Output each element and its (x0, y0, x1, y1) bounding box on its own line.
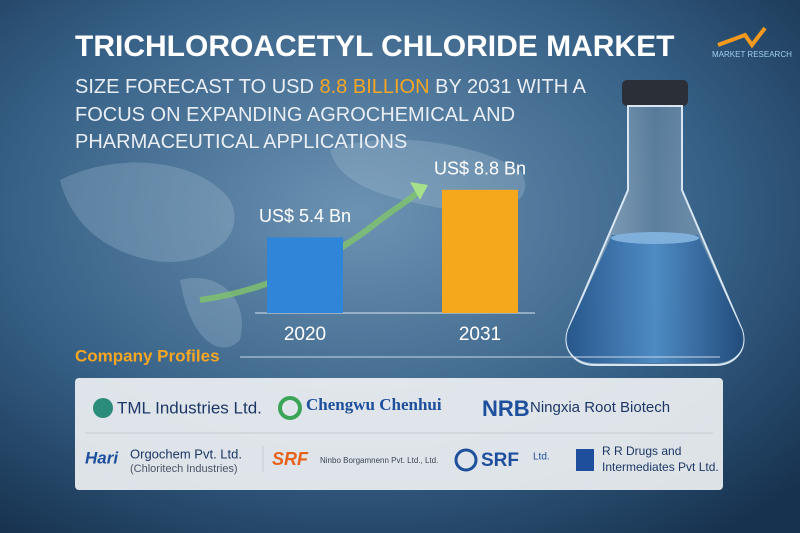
company-name: TML Industries Ltd. (117, 398, 262, 417)
subtitle-part: BY 2031 WITH A (430, 76, 587, 98)
subtitle-highlight: 8.8 BILLION (320, 76, 430, 98)
x-tick-label: 2031 (459, 324, 501, 345)
company-mark: NRB (482, 396, 530, 421)
company-sub: Intermediates Pvt Ltd. (602, 460, 719, 474)
company-logo (278, 396, 302, 420)
company-name: Orgochem Pvt. Ltd. (130, 446, 242, 461)
bar (442, 189, 518, 313)
company-mark: Hari (85, 448, 119, 467)
subtitle-part: FOCUS ON EXPANDING AGROCHEMICAL AND (75, 104, 515, 126)
company-panel (75, 378, 723, 490)
company-name: Chengwu Chenhui (306, 395, 442, 414)
company-name: Ninbo Borgamnenn Pvt. Ltd., Ltd. (320, 456, 438, 465)
company-sub: (Chloritech Industries) (130, 463, 238, 475)
company-mark: SRF (481, 450, 519, 471)
subtitle-part: PHARMACEUTICAL APPLICATIONS (75, 131, 407, 153)
value-label: US$ 5.4 Bn (259, 206, 351, 226)
company-mark: SRF (272, 449, 309, 469)
bar (267, 237, 343, 313)
company-logo (454, 448, 478, 472)
growth-arrow (199, 187, 423, 303)
value-label: US$ 8.8 Bn (434, 159, 526, 179)
company-logo (576, 449, 594, 471)
growth-arrowhead (410, 182, 428, 200)
company-name: Ltd. (533, 452, 550, 463)
company-name: R R Drugs and (602, 444, 681, 458)
subtitle-part: SIZE FORECAST TO USD (75, 76, 320, 98)
subtitle: SIZE FORECAST TO USD 8.8 BILLION BY 2031… (75, 76, 590, 153)
company-name: Ningxia Root Biotech (530, 399, 670, 416)
bar-chart: US$ 5.4 Bn 2020 US$ 8.8 Bn 2031 (255, 159, 535, 345)
logo-arrow (717, 26, 767, 49)
x-tick-label: 2020 (284, 324, 326, 345)
flask (565, 80, 745, 366)
company-logo (93, 398, 113, 418)
section-title: Company Profiles (75, 346, 220, 365)
logo-text: MARKET RESEARCH (712, 50, 792, 59)
title: TRICHLOROACETYL CHLORIDE MARKET (75, 30, 674, 63)
